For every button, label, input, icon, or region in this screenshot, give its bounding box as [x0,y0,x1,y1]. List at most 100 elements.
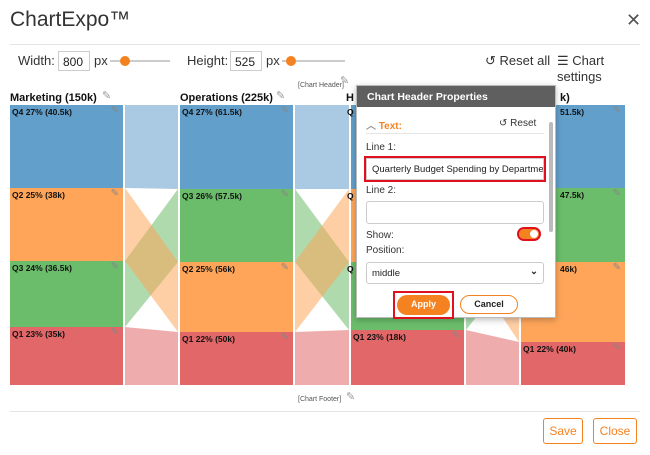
position-label: Position: [366,245,405,256]
divider [10,411,640,412]
show-label: Show: [366,230,394,241]
line2-input[interactable] [366,201,544,224]
position-value: middle [372,268,400,279]
width-input[interactable]: 800 [58,51,90,71]
chart-settings-button[interactable]: ☰ Chart settings [557,53,650,84]
edit-segment-pencil-icon[interactable]: ✎ [110,327,119,338]
segment-label: Q1 22% (50k) [182,334,235,344]
segment-label: Q [347,264,354,274]
toggle-knob [530,230,538,238]
segment-q3[interactable]: Q3 24% (36.5k) ✎ [10,261,123,327]
app-title: ChartExpo™ [10,8,131,31]
segment-label: Q [347,107,354,117]
link-q1 [125,327,178,385]
column-header: Operations (225k) [180,92,273,104]
segment-q1[interactable]: Q1 23% (18k) ✎ [351,330,464,385]
link-q2 [295,189,349,332]
scrollbar[interactable] [549,114,554,284]
chart-settings-label: Chart settings [557,53,605,84]
edit-header-pencil-icon[interactable]: ✎ [340,75,350,87]
width-slider[interactable] [110,60,170,62]
chart-header-properties-dialog: Chart Header Properties ︿ Text: ↺ Reset … [356,85,556,319]
segment-label: Q1 23% (35k) [12,329,65,339]
segment-label: Q [347,191,354,201]
show-toggle[interactable] [517,227,541,241]
segment-label: Q1 23% (18k) [353,332,406,342]
segment-label: Q1 22% (40k) [523,344,576,354]
edit-segment-pencil-icon[interactable]: ✎ [110,188,119,199]
cancel-button[interactable]: Cancel [460,295,518,314]
segment-q4[interactable]: Q4 27% (61.5k) ✎ [180,105,293,189]
link-q4 [295,105,349,189]
width-unit: px [94,53,108,68]
link-q1 [295,330,349,385]
height-slider[interactable] [282,60,345,62]
reset-all-button[interactable]: ↺ Reset all [485,53,550,69]
close-icon[interactable]: ✕ [626,10,642,30]
edit-column-pencil-icon[interactable]: ✎ [102,90,112,102]
reset-label: Reset [510,118,537,129]
reset-icon: ↺ [499,118,508,129]
segment-label: Q3 26% (57.5k) [182,191,243,201]
reset-icon: ↺ [485,53,496,68]
edit-segment-pencil-icon[interactable]: ✎ [280,262,289,273]
segment-q3[interactable]: Q3 26% (57.5k) ✎ [180,189,293,262]
segment-label: Q4 27% (61.5k) [182,107,243,117]
segment-label: 46k) [560,264,578,274]
scrollbar-thumb[interactable] [549,122,553,232]
edit-segment-pencil-icon[interactable]: ✎ [612,188,621,199]
segment-label: 47.5k) [560,190,585,200]
edit-segment-pencil-icon[interactable]: ✎ [280,105,289,116]
edit-footer-pencil-icon[interactable]: ✎ [346,391,356,403]
segment-q4[interactable]: Q4 27% (40.5k) ✎ [10,105,123,188]
line1-input[interactable]: Quarterly Budget Spending by Departme [364,156,546,182]
text-section-toggle[interactable]: ︿ Text: [366,117,402,132]
save-button[interactable]: Save [543,418,583,444]
segment-q2[interactable]: Q2 25% (38k) ✎ [10,188,123,261]
edit-segment-pencil-icon[interactable]: ✎ [280,332,289,343]
position-select[interactable]: middle ⌄ [366,262,544,284]
edit-segment-pencil-icon[interactable]: ✎ [612,105,621,116]
segment-label: Q4 27% (40.5k) [12,107,73,117]
chart-footer-placeholder[interactable]: [Chart Footer] [298,396,342,403]
edit-segment-pencil-icon[interactable]: ✎ [451,330,460,341]
height-input[interactable]: 525 [230,51,262,71]
chevron-up-icon: ︿ [366,121,376,132]
line1-label: Line 1: [366,142,397,153]
edit-segment-pencil-icon[interactable]: ✎ [280,189,289,200]
apply-highlight: Apply [393,291,454,319]
height-unit: px [266,53,280,68]
height-slider-handle[interactable] [286,56,296,66]
width-slider-handle[interactable] [120,56,130,66]
link-q1 [466,330,519,385]
segment-label: Q2 25% (56k) [182,264,235,274]
edit-segment-pencil-icon[interactable]: ✎ [110,261,119,272]
line2-label: Line 2: [366,185,397,196]
dialog-title: Chart Header Properties [357,86,555,107]
segment-q2[interactable]: Q2 25% (56k) ✎ [180,262,293,332]
reset-all-label: Reset all [499,53,551,68]
reset-button[interactable]: ↺ Reset [499,118,536,129]
apply-button[interactable]: Apply [397,295,450,315]
segment-label: 51.5k) [560,107,585,117]
divider [10,44,640,45]
segment-q1[interactable]: Q1 22% (40k) ✎ [521,342,625,385]
edit-segment-pencil-icon[interactable]: ✎ [110,105,119,116]
edit-column-pencil-icon[interactable]: ✎ [276,90,286,102]
column-header: H [346,92,354,104]
chart-header-placeholder[interactable]: [Chart Header] [298,82,344,89]
segment-q1[interactable]: Q1 22% (50k) ✎ [180,332,293,385]
sliders-icon: ☰ [557,53,569,68]
edit-segment-pencil-icon[interactable]: ✎ [612,262,621,273]
segment-label: Q2 25% (38k) [12,190,65,200]
segment-q1[interactable]: Q1 23% (35k) ✎ [10,327,123,385]
height-label: Height: [187,53,229,68]
width-label: Width: [18,53,55,68]
divider [366,133,544,134]
close-button[interactable]: Close [593,418,637,444]
edit-segment-pencil-icon[interactable]: ✎ [612,342,621,353]
column-header: k) [560,92,570,104]
link-q4 [125,105,178,189]
chevron-down-icon: ⌄ [530,266,538,277]
section-label: Text: [378,121,402,132]
